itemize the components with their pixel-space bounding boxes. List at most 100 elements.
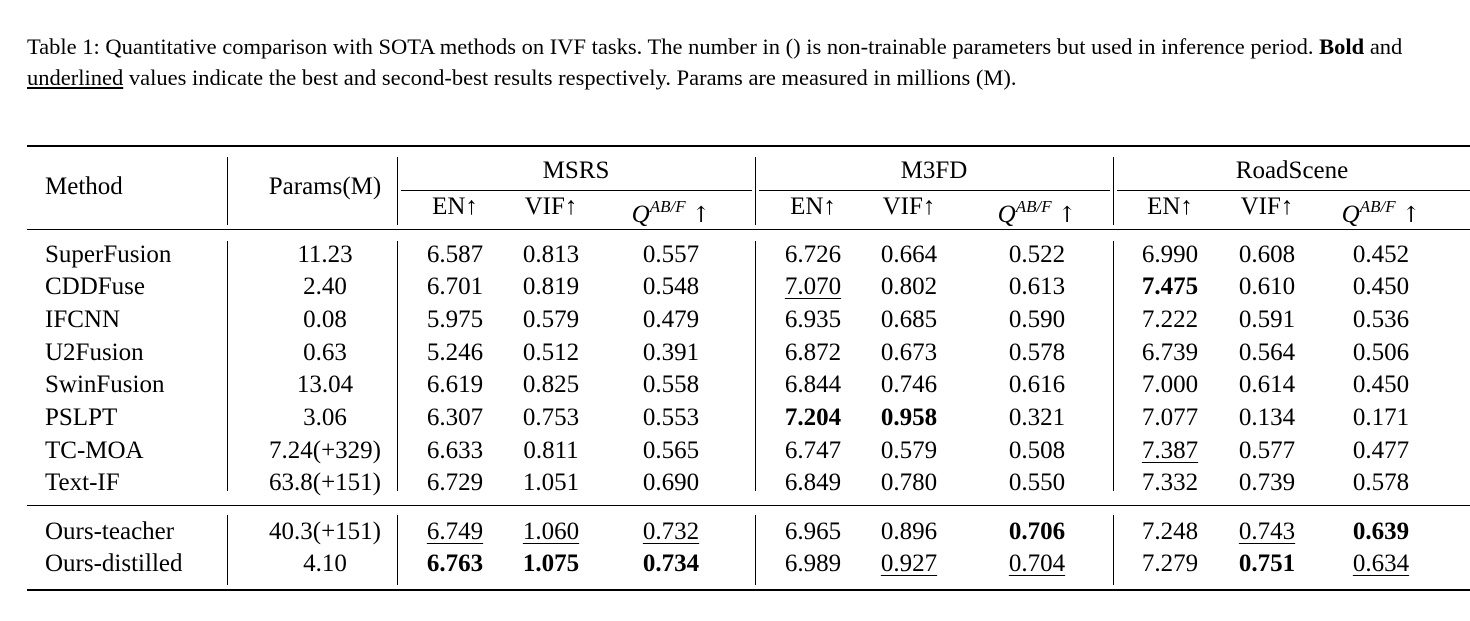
- metric-value-roadscene-q: 0.578: [1352, 469, 1410, 496]
- metric-value-msrs-q: 0.391: [642, 339, 700, 366]
- metric-value-roadscene-q: 0.506: [1352, 339, 1410, 366]
- metric-value-msrs-q: 0.548: [642, 273, 700, 300]
- header-group-roadscene: RoadScene: [1235, 157, 1349, 184]
- metric-value-roadscene-en: 6.990: [1141, 241, 1199, 268]
- metric-value-roadscene-vif: 0.591: [1238, 306, 1296, 333]
- header-group-msrs: MSRS: [542, 157, 610, 184]
- metric-value-msrs-en: 6.619: [426, 371, 484, 398]
- metric-value-m3fd-en: 6.935: [784, 306, 842, 333]
- metric-value-msrs-en: 6.307: [426, 404, 484, 431]
- metric-value-msrs-en: 5.975: [426, 306, 484, 333]
- header-group-m3fd: M3FD: [900, 157, 968, 184]
- vrule-ours-4: [1113, 515, 1114, 585]
- metric-value-roadscene-vif: 0.577: [1238, 437, 1296, 464]
- row-params-value: 11.23: [297, 241, 353, 268]
- metric-value-msrs-q: 0.558: [642, 371, 700, 398]
- cmidrule-roadscene: [1117, 190, 1470, 191]
- up-arrow-icon: ↑: [1057, 203, 1077, 228]
- metric-value-m3fd-en: 7.204: [784, 404, 842, 431]
- metric-value-roadscene-en: 6.739: [1141, 339, 1199, 366]
- metric-value-m3fd-vif: 0.927: [880, 550, 938, 577]
- metric-value-roadscene-en: 7.332: [1141, 469, 1199, 496]
- metric-value-roadscene-vif: 0.614: [1238, 371, 1296, 398]
- header-roadscene-vif: VIF↑: [1240, 193, 1294, 220]
- row-params-value: 13.04: [296, 371, 354, 398]
- header-m3fd-en: EN↑: [790, 193, 836, 220]
- group-rule: [27, 505, 1470, 506]
- metric-value-m3fd-q: 0.613: [1008, 273, 1066, 300]
- vrule-body-4: [1113, 241, 1114, 491]
- header-roadscene-en: EN↑: [1147, 193, 1193, 220]
- row-method-label: SuperFusion: [45, 241, 172, 268]
- metric-value-m3fd-vif: 0.685: [880, 306, 938, 333]
- metric-value-roadscene-vif: 0.608: [1238, 241, 1296, 268]
- metric-value-roadscene-q: 0.536: [1352, 306, 1410, 333]
- metric-value-m3fd-vif: 0.664: [880, 241, 938, 268]
- vrule-head-3: [755, 157, 756, 225]
- row-params-value: 40.3(+151): [269, 518, 381, 545]
- metric-value-msrs-vif: 0.811: [523, 437, 579, 464]
- row-params-value: 0.63: [303, 339, 347, 366]
- caption-text-mid: and: [1364, 34, 1403, 59]
- metric-value-m3fd-q: 0.704: [1008, 550, 1066, 577]
- table-caption: Table 1: Quantitative comparison with SO…: [27, 31, 1447, 93]
- row-method-label: IFCNN: [45, 306, 121, 333]
- row-params-value: 3.06: [303, 404, 347, 431]
- metric-value-msrs-q: 0.732: [642, 518, 700, 545]
- metric-value-msrs-vif: 0.825: [522, 371, 580, 398]
- row-params-value: 63.8(+151): [269, 469, 381, 496]
- vrule-head-4: [1113, 157, 1114, 225]
- row-method-label: Text-IF: [45, 469, 120, 496]
- metric-value-m3fd-q: 0.616: [1008, 371, 1066, 398]
- row-method-label: Ours-teacher: [45, 518, 175, 545]
- q-symbol: Q: [997, 201, 1016, 228]
- metric-value-msrs-q: 0.565: [642, 437, 700, 464]
- caption-text-1: Table 1: Quantitative comparison with SO…: [27, 34, 1320, 59]
- metric-value-m3fd-vif: 0.958: [880, 404, 938, 431]
- metric-value-roadscene-en: 7.475: [1141, 273, 1199, 300]
- metric-value-m3fd-q: 0.522: [1008, 241, 1066, 268]
- results-table: Method Params(M) MSRS M3FD RoadScene EN↑…: [27, 145, 1470, 595]
- metric-value-msrs-vif: 1.060: [522, 518, 580, 545]
- metric-value-m3fd-vif: 0.896: [880, 518, 938, 545]
- metric-value-m3fd-en: 7.070: [784, 273, 842, 300]
- metric-value-m3fd-q: 0.321: [1008, 404, 1066, 431]
- metric-value-m3fd-en: 6.726: [784, 241, 842, 268]
- metric-value-msrs-vif: 1.051: [522, 469, 580, 496]
- vrule-body-3: [755, 241, 756, 491]
- row-method-label: CDDFuse: [45, 273, 146, 300]
- metric-value-m3fd-en: 6.989: [784, 550, 842, 577]
- metric-value-m3fd-en: 6.849: [784, 469, 842, 496]
- q-superscript: AB/F: [649, 197, 686, 216]
- metric-value-roadscene-en: 7.077: [1141, 404, 1199, 431]
- metric-value-m3fd-en: 6.844: [784, 371, 842, 398]
- header-msrs-vif: VIF↑: [524, 193, 578, 220]
- q-superscript: AB/F: [1359, 197, 1396, 216]
- metric-value-roadscene-q: 0.450: [1352, 273, 1410, 300]
- metric-value-m3fd-vif: 0.673: [880, 339, 938, 366]
- metric-value-msrs-vif: 0.512: [522, 339, 580, 366]
- header-msrs-q: QAB/F ↑: [632, 192, 711, 231]
- metric-value-m3fd-en: 6.872: [784, 339, 842, 366]
- metric-value-msrs-vif: 0.753: [522, 404, 580, 431]
- vrule-body-2: [397, 241, 398, 491]
- metric-value-msrs-q: 0.479: [642, 306, 700, 333]
- q-symbol: Q: [1341, 201, 1360, 228]
- metric-value-msrs-en: 5.246: [426, 339, 484, 366]
- vrule-ours-3: [755, 515, 756, 585]
- metric-value-msrs-q: 0.557: [642, 241, 700, 268]
- metric-value-msrs-en: 6.701: [426, 273, 484, 300]
- vrule-body-1: [227, 241, 228, 491]
- row-method-label: PSLPT: [45, 404, 118, 431]
- header-rule: [27, 229, 1470, 230]
- cmidrule-msrs: [401, 190, 752, 191]
- q-superscript: AB/F: [1015, 197, 1052, 216]
- metric-value-m3fd-q: 0.578: [1008, 339, 1066, 366]
- header-roadscene-q: QAB/F ↑: [1342, 192, 1421, 231]
- metric-value-m3fd-vif: 0.780: [880, 469, 938, 496]
- metric-value-roadscene-q: 0.639: [1352, 518, 1410, 545]
- row-method-label: SwinFusion: [45, 371, 165, 398]
- row-params-value: 0.08: [303, 306, 347, 333]
- header-m3fd-q: QAB/F ↑: [998, 192, 1077, 231]
- cmidrule-m3fd: [759, 190, 1110, 191]
